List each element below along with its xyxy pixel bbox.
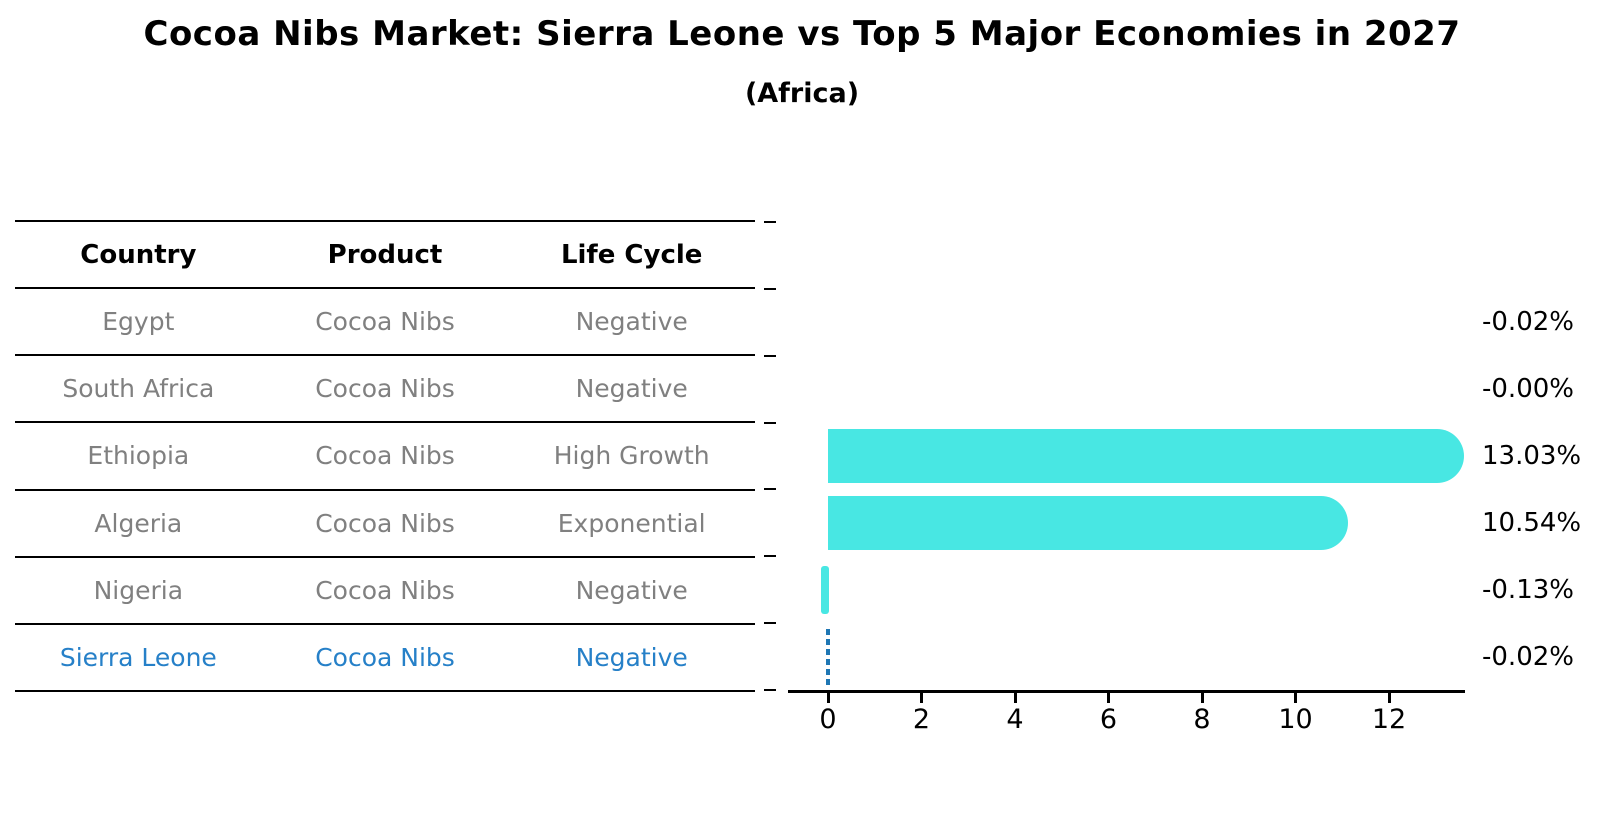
table-row-ethiopia: Ethiopia Cocoa Nibs High Growth [15, 423, 755, 491]
table-row-sierra-leone: Sierra Leone Cocoa Nibs Negative [15, 625, 755, 692]
bar-algeria [828, 495, 1348, 550]
cell-life-cycle: Exponential [557, 508, 706, 538]
bar-value-label: 13.03% [1482, 441, 1582, 471]
bar-value-label: -0.02% [1482, 641, 1574, 672]
cell-life-cycle: Negative [575, 642, 688, 672]
bar-ethiopia [828, 429, 1465, 483]
cell-product: Cocoa Nibs [315, 441, 455, 471]
bar-nigeria [820, 565, 829, 614]
x-axis-tick-label: 6 [1099, 704, 1118, 735]
x-axis-tick [1294, 693, 1297, 703]
y-axis-tick [764, 689, 776, 691]
y-axis-tick [764, 421, 776, 424]
y-axis-tick [764, 622, 776, 625]
x-axis-tick-label: 2 [912, 704, 931, 735]
chart-title: Cocoa Nibs Market: Sierra Leone vs Top 5… [143, 14, 1461, 54]
highlight-dashed-marker [826, 628, 830, 685]
cell-product: Cocoa Nibs [315, 575, 455, 605]
cell-life-cycle: Negative [575, 307, 688, 337]
cell-life-cycle: High Growth [553, 441, 710, 471]
x-axis-tick-label: 0 [819, 704, 837, 735]
x-axis-tick [1387, 693, 1391, 703]
x-axis-line [788, 690, 1465, 693]
x-axis-tick-label: 8 [1193, 704, 1211, 735]
y-axis-tick [764, 221, 776, 223]
cell-country: Egypt [102, 307, 175, 337]
x-axis-tick-label: 12 [1371, 704, 1407, 735]
chart-subtitle: (Africa) [744, 78, 860, 109]
cell-product: Cocoa Nibs [315, 508, 455, 538]
cell-product: Cocoa Nibs [315, 307, 455, 337]
bar-value-label: -0.02% [1482, 307, 1574, 338]
x-axis-tick [1013, 693, 1017, 703]
cell-country: Nigeria [93, 575, 184, 605]
x-axis-tick [1107, 693, 1110, 703]
table-header-row: Country Product Life Cycle [15, 222, 755, 290]
bar-value-label: -0.13% [1482, 574, 1574, 605]
country-table: Country Product Life Cycle Egypt Cocoa Ni… [15, 220, 755, 692]
x-axis-tick-label: 10 [1278, 704, 1313, 735]
bar-value-label: -0.00% [1482, 374, 1574, 405]
cell-life-cycle: Negative [575, 575, 688, 605]
y-axis-tick [764, 287, 776, 290]
cell-life-cycle: Negative [575, 374, 688, 404]
cell-country: Sierra Leone [59, 642, 217, 672]
column-header-life-cycle: Life Cycle [560, 239, 703, 270]
table-row-egypt: Egypt Cocoa Nibs Negative [15, 289, 755, 357]
y-axis-tick [764, 354, 776, 357]
column-header-country: Country [80, 239, 197, 270]
cell-country: Algeria [94, 508, 183, 538]
x-axis-tick-label: 4 [1006, 704, 1024, 735]
bar-value-label: 10.54% [1482, 507, 1582, 538]
table-row-nigeria: Nigeria Cocoa Nibs Negative [15, 558, 755, 625]
cell-product: Cocoa Nibs [315, 374, 455, 404]
x-axis-tick [920, 693, 923, 703]
cell-country: South Africa [62, 374, 215, 404]
x-axis-tick [826, 693, 830, 703]
x-axis-tick [1200, 693, 1204, 703]
table-row-south-africa: South Africa Cocoa Nibs Negative [15, 356, 755, 424]
column-header-product: Product [327, 239, 443, 270]
y-axis-tick [764, 488, 776, 491]
y-axis-tick [764, 555, 776, 558]
table-row-algeria: Algeria Cocoa Nibs Exponential [15, 491, 755, 558]
cell-product: Cocoa Nibs [315, 642, 455, 672]
cell-country: Ethiopia [87, 441, 190, 471]
